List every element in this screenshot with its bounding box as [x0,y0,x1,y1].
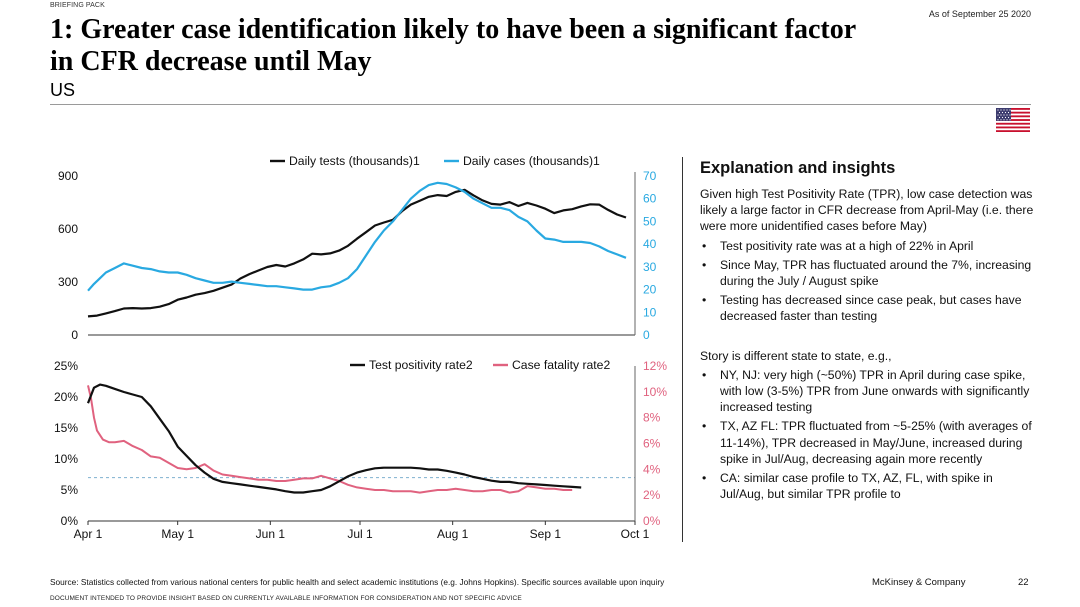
top-right-tick-label-6: 10 [643,305,657,319]
legend-label-test-positivity: Test positivity rate2 [369,358,473,372]
charts-area: Daily tests (thousands)1 Daily cases (th… [54,154,667,541]
bottom-right-tick-label-2: 8% [643,411,661,425]
top-left-tick-label-3: 0 [71,328,78,342]
top-chart-legend: Daily tests (thousands)1 Daily cases (th… [270,154,600,168]
legend-label-daily-cases: Daily cases (thousands)1 [463,154,600,168]
bottom-right-tick-label-5: 2% [643,488,661,502]
top-right-tick-label-1: 60 [643,192,657,206]
bottom-right-tick-label-4: 4% [643,462,661,476]
page-subtitle: US [50,80,76,100]
x-tick-label-0: Apr 1 [74,527,103,541]
list-item: NY, NJ: very high (~50%) TPR in April du… [700,367,1040,416]
legend-label-daily-tests: Daily tests (thousands)1 [289,154,420,168]
insights-bullets-2: NY, NJ: very high (~50%) TPR in April du… [700,367,1040,503]
top-right-tick-label-5: 20 [643,283,657,297]
company-name: McKinsey & Company [872,577,966,588]
bottom-right-ticks: 12% 10% 8% 6% 4% 2% 0% [643,359,667,528]
page-number: 22 [1018,577,1029,588]
top-left-tick-label-2: 300 [58,275,78,289]
x-tick-label-3: Jul 1 [347,527,373,541]
bottom-right-tick-label-0: 12% [643,359,667,373]
page-title: 1: Greater case identification likely to… [50,14,856,77]
x-tick-label-1: May 1 [161,527,194,541]
bottom-chart: Test positivity rate2 Case fatality rate… [54,358,667,541]
top-right-tick-label-2: 50 [643,214,657,228]
series-line-daily-tests [87,188,627,318]
x-axis-ticks: Apr 1 May 1 Jun 1 Jul 1 Aug 1 Sep 1 Oct 1 [74,521,650,541]
top-left-tick-label-0: 900 [58,169,78,183]
x-tick-label-5: Sep 1 [530,527,562,541]
bottom-left-tick-label-3: 10% [54,452,78,466]
insights-intro-2: Story is different state to state, e.g., [700,348,892,363]
bottom-chart-legend: Test positivity rate2 Case fatality rate… [350,358,610,372]
bottom-right-tick-label-1: 10% [643,385,667,399]
list-item: Testing has decreased since case peak, b… [700,292,1040,324]
insights-intro: Given high Test Positivity Rate (TPR), l… [700,187,1034,234]
x-tick-label-6: Oct 1 [621,527,650,541]
series-line-case-fatality [87,385,573,494]
bottom-left-tick-label-0: 25% [54,359,78,373]
insights-heading: Explanation and insights [700,159,896,177]
insights-bullets-1: Test positivity rate was at a high of 22… [700,238,1040,325]
bottom-right-tick-label-6: 0% [643,514,661,528]
bottom-left-tick-label-2: 15% [54,421,78,435]
list-item: TX, AZ FL: TPR fluctuated from ~5-25% (w… [700,418,1040,467]
title-divider [50,104,1031,105]
top-left-ticks: 900 600 300 0 [58,169,78,342]
bottom-right-tick-label-3: 6% [643,437,661,451]
as-of-date: As of September 25 2020 [928,9,1031,19]
bottom-left-tick-label-5: 0% [61,514,79,528]
top-left-tick-label-1: 600 [58,222,78,236]
top-right-tick-label-3: 40 [643,237,657,251]
x-tick-label-4: Aug 1 [437,527,469,541]
top-right-ticks: 70 60 50 40 30 20 10 0 [643,169,657,342]
top-right-tick-label-7: 0 [643,328,650,342]
disclaimer: DOCUMENT INTENDED TO PROVIDE INSIGHT BAS… [50,595,522,602]
top-right-tick-label-0: 70 [643,169,657,183]
bottom-left-ticks: 25% 20% 15% 10% 5% 0% [54,359,78,528]
top-chart: Daily tests (thousands)1 Daily cases (th… [58,154,657,342]
legend-label-case-fatality: Case fatality rate2 [512,358,610,372]
list-item: CA: similar case profile to TX, AZ, FL, … [700,470,1040,502]
top-right-tick-label-4: 30 [643,260,657,274]
list-item: Since May, TPR has fluctuated around the… [700,257,1040,289]
vertical-divider [682,157,683,542]
us-flag-icon [996,108,1030,132]
x-tick-label-2: Jun 1 [256,527,286,541]
list-item: Test positivity rate was at a high of 22… [700,238,1040,254]
insights-panel: Explanation and insights Given high Test… [700,158,1040,505]
series-line-test-positivity [86,383,582,494]
series-line-daily-cases [87,181,627,292]
bottom-left-tick-label-4: 5% [61,483,79,497]
kicker: BRIEFING PACK [50,2,105,9]
source-note: Source: Statistics collected from variou… [50,577,665,587]
bottom-left-tick-label-1: 20% [54,390,78,404]
